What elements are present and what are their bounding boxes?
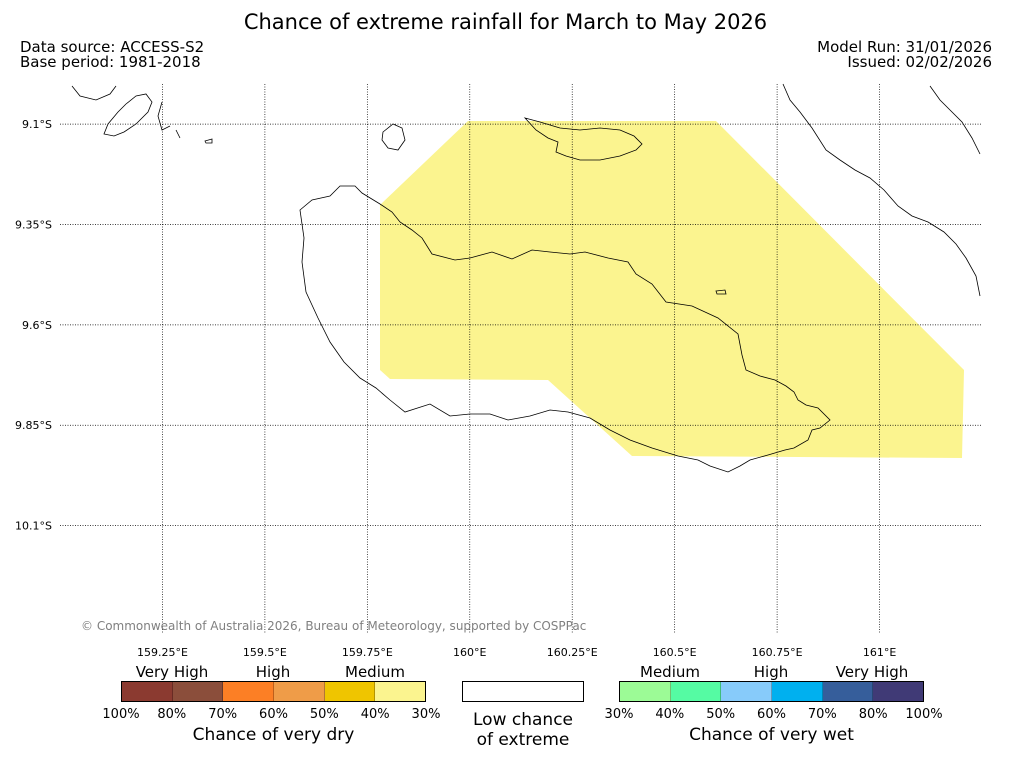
low-chance-label: Low chance of extreme — [443, 710, 603, 750]
wet-header-medium: Medium — [640, 663, 700, 681]
coastline-malaita-north — [929, 85, 981, 155]
lon-label-6: 160.75°E — [752, 646, 803, 659]
model-run-text: Model Run: 31/01/2026 — [817, 38, 992, 56]
dry-header-very-high: Very High — [135, 663, 209, 681]
lon-label-0: 159.25°E — [137, 646, 188, 659]
very-dry-30-40-region — [380, 121, 964, 458]
copyright-text: © Commonwealth of Australia 2026, Bureau… — [81, 619, 587, 633]
base-period-text: Base period: 1981-2018 — [20, 53, 201, 71]
wet-swatch-1 — [670, 682, 722, 701]
lat-label-0: 9.1°S — [22, 118, 52, 131]
lon-label-7: 161°E — [863, 646, 896, 659]
longitude-labels: 159.25°E 159.5°E 159.75°E 160°E 160.25°E 160.… — [137, 646, 896, 659]
wet-swatch-0 — [620, 682, 671, 701]
wet-tick-6: 100% — [905, 707, 943, 722]
latitude-labels: 9.1°S 9.35°S 9.6°S 9.85°S 10.1°S — [15, 118, 52, 532]
meta-left: Data source: ACCESS-S2 Base period: 1981… — [20, 40, 204, 70]
lat-label-2: 9.6°S — [22, 319, 52, 332]
low-chance-box — [462, 681, 584, 702]
dry-swatch-1 — [172, 682, 224, 701]
dry-swatch-3 — [274, 682, 325, 701]
wet-swatch-2 — [721, 682, 773, 701]
dry-swatch-4 — [324, 682, 376, 701]
dry-tick-6: 30% — [411, 707, 441, 722]
issued-text: Issued: 02/02/2026 — [847, 53, 992, 71]
wet-tick-0: 30% — [604, 707, 634, 722]
coastline-russell-islands — [71, 85, 181, 139]
lon-label-4: 160.25°E — [547, 646, 598, 659]
low-chance-line1: Low chance — [473, 710, 573, 730]
dry-header-high: High — [255, 663, 291, 681]
dry-tick-5: 40% — [360, 707, 390, 722]
wet-tick-3: 60% — [757, 707, 786, 722]
wet-colorbar — [619, 681, 924, 702]
low-chance-line2: of extreme — [476, 730, 570, 750]
lat-label-4: 10.1°S — [15, 520, 52, 533]
lon-label-1: 159.5°E — [243, 646, 287, 659]
coastline-small-island-west — [381, 123, 406, 151]
lat-label-1: 9.35°S — [15, 219, 52, 232]
wet-tick-1: 40% — [655, 707, 685, 722]
lon-label-3: 160°E — [453, 646, 486, 659]
wet-swatch-5 — [873, 682, 924, 701]
dry-tick-1: 80% — [157, 707, 187, 722]
map-title: Chance of extreme rainfall for March to … — [243, 10, 768, 34]
coastline-guadalcanal — [299, 185, 831, 473]
dry-colorbar — [121, 681, 426, 702]
rainfall-map: 9.1°S9.35°S9.6°S9.85°S10.1°S 159.25°E 159… — [15, 83, 982, 659]
coastline-malaita — [782, 83, 981, 297]
meta-right: Model Run: 31/01/2026 Issued: 02/02/2026 — [817, 40, 992, 70]
wet-tick-2: 50% — [706, 707, 736, 722]
lon-label-5: 160.5°E — [653, 646, 697, 659]
wet-swatch-4 — [822, 682, 874, 701]
graticule — [60, 84, 982, 634]
coastline-islet-2 — [715, 289, 727, 295]
data-source-text: Data source: ACCESS-S2 — [20, 38, 205, 56]
wet-header-very-high: Very High — [835, 663, 909, 681]
wet-header-high: High — [753, 663, 789, 681]
dry-tick-3: 60% — [259, 707, 288, 722]
dry-tick-0: 100% — [102, 707, 140, 722]
coastline-islet — [204, 138, 213, 144]
coastlines — [71, 83, 981, 473]
dry-swatch-5 — [375, 682, 426, 701]
coastline-florida-islands — [523, 117, 643, 161]
dry-tick-4: 50% — [309, 707, 339, 722]
dry-label: Chance of very dry — [192, 725, 355, 745]
wet-tick-4: 70% — [807, 707, 837, 722]
dry-tick-2: 70% — [208, 707, 238, 722]
dry-swatch-0 — [122, 682, 173, 701]
lat-label-3: 9.85°S — [15, 419, 52, 432]
dry-swatch-2 — [223, 682, 275, 701]
wet-swatch-3 — [772, 682, 823, 701]
dry-header-medium: Medium — [345, 663, 405, 681]
wet-tick-5: 80% — [858, 707, 888, 722]
wet-label: Chance of very wet — [689, 725, 854, 745]
lon-label-2: 159.75°E — [342, 646, 393, 659]
